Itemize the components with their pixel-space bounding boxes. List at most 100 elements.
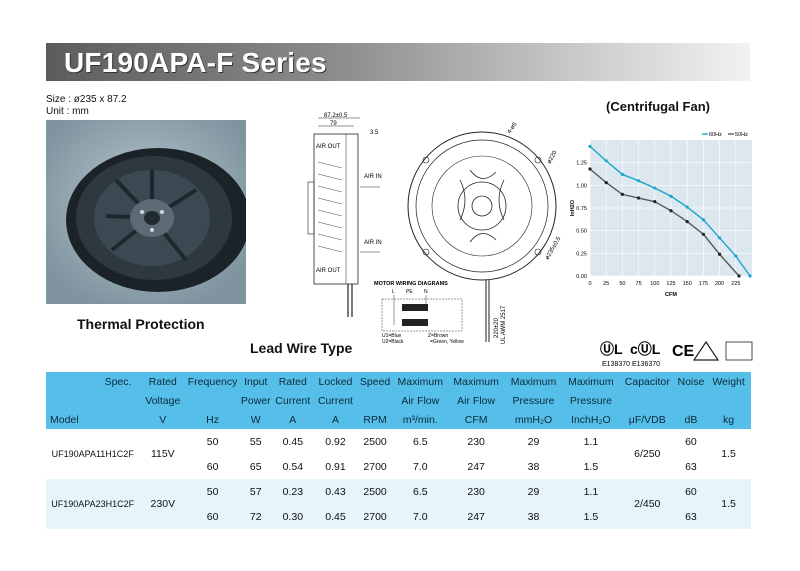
header-cell: m³/min. xyxy=(392,410,449,429)
feature-label: Thermal Protection xyxy=(77,316,205,332)
wire-note-u1: U1=Blue xyxy=(382,333,402,339)
weight-cell: 1.5 xyxy=(706,429,751,479)
header-cell: Weight xyxy=(706,372,751,391)
table-row: UF190APA23H1C2F 230V 50 57 0.23 0.43 2500 6.5 23… xyxy=(46,479,751,529)
value-cell-cfm: 247 xyxy=(448,504,505,529)
series-point-60Hz xyxy=(604,159,608,163)
unit-label: Unit : mm xyxy=(46,106,89,117)
dim-dia-inner: ø220 xyxy=(547,150,559,165)
header-cell xyxy=(46,391,140,410)
header-cell: Current xyxy=(313,391,358,410)
header-cell: Air Flow xyxy=(448,391,505,410)
value-cell-la: 0.43 xyxy=(313,479,358,504)
y-tick-label: 0.00 xyxy=(576,274,587,280)
y-tick-label: 0.25 xyxy=(576,251,587,257)
value-cell-ra: 0.23 xyxy=(272,479,314,504)
header-cell: Rated xyxy=(139,372,187,391)
pin-n: N xyxy=(424,289,428,295)
page-title: UF190APA-F Series xyxy=(64,47,327,78)
value-cell-mm: 29 xyxy=(504,429,563,454)
x-tick-label: 50 xyxy=(619,281,625,287)
series-point-60Hz xyxy=(637,179,641,183)
series-point-60Hz xyxy=(734,254,738,258)
side-view-drawing: 87.2±0.5 79 3.5 AIR OUT AIR IN AIR IN AI… xyxy=(290,112,390,322)
cul-icon: cⓊL xyxy=(630,341,661,357)
air-in-top-label: AIR IN xyxy=(364,174,382,180)
value-cell-la: 0.45 xyxy=(313,504,358,529)
cert-e1: E138370 xyxy=(602,361,630,368)
header-cell xyxy=(618,391,676,410)
pin-pe: PE xyxy=(406,289,413,295)
value-cell-w: 65 xyxy=(238,454,273,479)
header-cell: Maximum xyxy=(448,372,505,391)
air-out-top-label: AIR OUT xyxy=(316,144,341,150)
series-point-50Hz xyxy=(669,209,673,213)
value-cell-cfm: 247 xyxy=(448,454,505,479)
series-point-60Hz xyxy=(588,144,592,148)
value-cell-ra: 0.54 xyxy=(272,454,314,479)
lead-wire-label: Lead Wire Type xyxy=(250,340,353,356)
voltage-cell: 115V xyxy=(139,429,187,479)
dim-wire-spec: UL AWM 2517 xyxy=(501,305,507,344)
header-cell: W xyxy=(238,410,273,429)
x-tick-label: 100 xyxy=(650,281,659,287)
value-cell-inch: 1.1 xyxy=(562,429,619,454)
value-cell-rpm: 2500 xyxy=(357,429,393,454)
value-cell-db: 63 xyxy=(675,504,707,529)
dim-wire-length: 220±20 xyxy=(494,317,500,338)
header-cell: kg xyxy=(706,410,751,429)
header-cell: Speed xyxy=(357,372,393,391)
header-cell: Spec. xyxy=(46,372,140,391)
value-cell-cfm: 230 xyxy=(448,479,505,504)
header-cell: Voltage xyxy=(139,391,187,410)
value-cell-m3: 6.5 xyxy=(392,429,449,454)
safety-mark-icon xyxy=(725,341,753,361)
header-cell: InchH₂O xyxy=(562,410,619,429)
weight-cell: 1.5 xyxy=(706,479,751,529)
voltage-cell: 230V xyxy=(139,479,187,529)
dim-holes: 4-ø5 xyxy=(507,121,519,135)
value-cell-cfm: 230 xyxy=(448,429,505,454)
x-tick-label: 200 xyxy=(715,281,724,287)
header-cell: Frequency xyxy=(186,372,239,391)
value-cell-rpm: 2500 xyxy=(357,479,393,504)
value-cell-mm: 29 xyxy=(504,479,563,504)
value-cell-hz: 50 xyxy=(186,479,239,504)
value-cell-db: 63 xyxy=(675,454,707,479)
value-cell-hz: 60 xyxy=(186,504,239,529)
value-cell-ra: 0.45 xyxy=(272,429,314,454)
capacitor-cell: 6/250 xyxy=(618,429,676,479)
header-cell: dB xyxy=(675,410,707,429)
value-cell-inch: 1.5 xyxy=(562,504,619,529)
value-cell-rpm: 2700 xyxy=(357,454,393,479)
value-cell-w: 57 xyxy=(238,479,273,504)
cert-e2: E136370 xyxy=(632,361,660,368)
header-cell: Maximum xyxy=(504,372,563,391)
header-cell: Power xyxy=(238,391,273,410)
cert-marks: ⓊL cⓊL CE E138370 E136370 xyxy=(594,338,754,368)
series-point-60Hz xyxy=(748,274,752,278)
series-point-60Hz xyxy=(620,172,624,177)
header-cell: A xyxy=(272,410,314,429)
model-cell: UF190APA11H1C2F xyxy=(46,429,140,479)
series-point-60Hz xyxy=(701,218,705,222)
series-point-60Hz xyxy=(653,186,657,190)
x-tick-label: 125 xyxy=(666,281,675,287)
header-cell xyxy=(186,391,239,410)
header-cell: μF/VDB xyxy=(618,410,676,429)
spec-table: Spec. Rated Frequency Input Rated Locked Speed… xyxy=(46,372,751,529)
series-point-50Hz xyxy=(637,196,641,200)
table-row: UF190APA11H1C2F 115V 50 55 0.45 0.92 2500 6.5 23… xyxy=(46,429,751,479)
x-tick-label: 0 xyxy=(588,281,591,287)
size-label: Size : ø235 x 87.2 xyxy=(46,94,127,105)
series-point-50Hz xyxy=(653,200,657,204)
title-banner: UF190APA-F Series xyxy=(46,43,750,81)
y-tick-label: 1.25 xyxy=(576,161,587,167)
header-cell: Rated xyxy=(272,372,314,391)
header-cell: A xyxy=(313,410,358,429)
fan-type-label: (Centrifugal Fan) xyxy=(606,99,710,114)
wiring-title: MOTOR WIRING DIAGRAMS xyxy=(374,281,448,287)
header-cell: Locked xyxy=(313,372,358,391)
y-axis-label: InH2O xyxy=(570,199,576,216)
ce-icon: CE xyxy=(672,343,695,360)
